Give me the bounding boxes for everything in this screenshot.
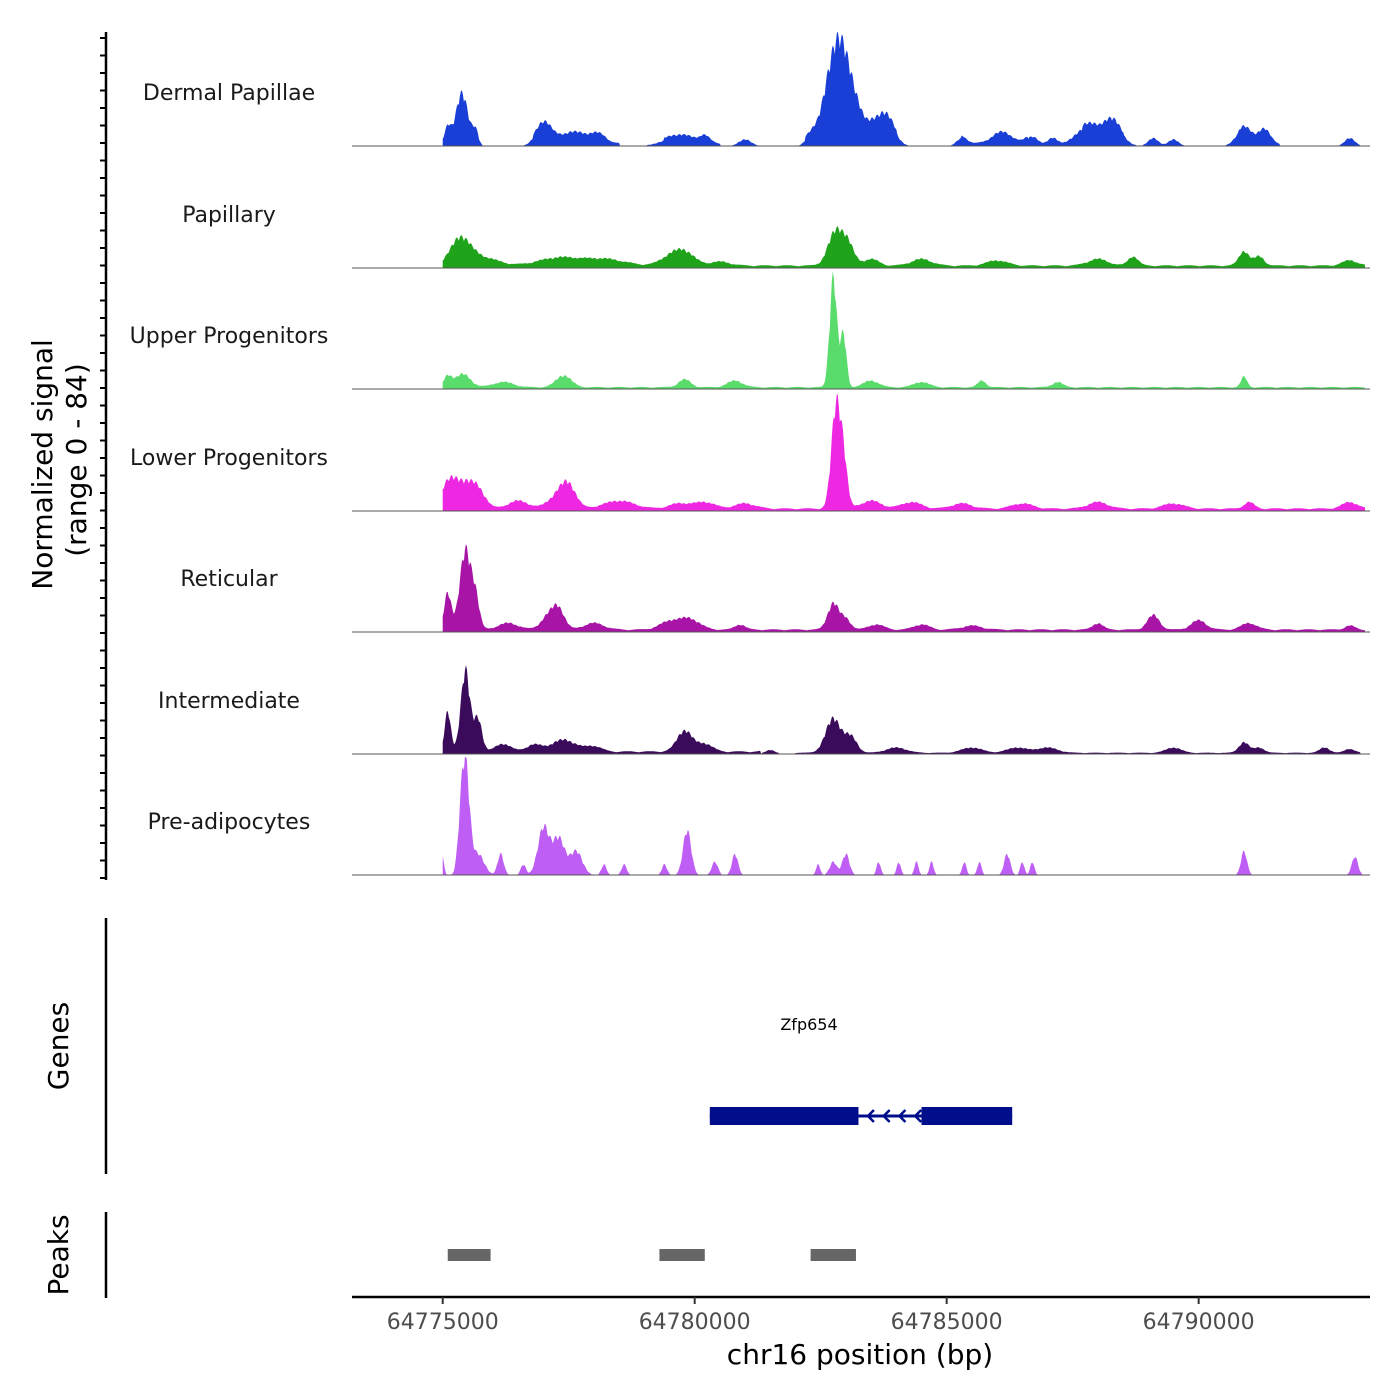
track-label: Upper Progenitors: [130, 324, 329, 349]
track-label: Dermal Papillae: [143, 81, 315, 106]
signal-y-ticks: [100, 37, 106, 879]
track-label: Intermediate: [158, 689, 300, 714]
signal-area: [442, 544, 1365, 632]
gene-label: Zfp654: [780, 1015, 837, 1034]
signal-area: [442, 271, 1365, 389]
y-axis-title-line2: (range 0 - 84): [60, 363, 93, 557]
track-reticular: Reticular: [180, 544, 1370, 633]
x-axis: 64775000 64780000 64785000 64790000: [387, 1297, 1255, 1335]
track-label: Lower Progenitors: [130, 446, 328, 471]
track-lower-progenitors: Lower Progenitors: [130, 394, 1370, 512]
peak-region: [810, 1249, 856, 1261]
track-pre-adipocytes: Pre-adipocytes: [148, 757, 1370, 876]
x-tick-label: 64790000: [1143, 1310, 1255, 1335]
x-tick-label: 64780000: [639, 1310, 751, 1335]
y-axis-title-line1: Normalized signal: [26, 339, 59, 590]
x-tick-label: 64785000: [891, 1310, 1003, 1335]
gene-zfp654: Zfp654: [709, 1015, 1013, 1125]
track-label: Reticular: [180, 567, 278, 592]
track-upper-progenitors: Upper Progenitors: [130, 271, 1370, 390]
signal-area: [442, 31, 1365, 147]
strand-arrow: [881, 1109, 891, 1123]
genes-panel: Zfp654: [709, 1015, 1013, 1125]
genes-axis-title: Genes: [42, 1002, 75, 1090]
track-label: Pre-adipocytes: [148, 810, 311, 835]
peaks-axis-title: Peaks: [42, 1214, 75, 1295]
x-tick-label: 64775000: [387, 1310, 499, 1335]
gene-exon: [921, 1107, 1013, 1125]
strand-arrow: [897, 1109, 907, 1123]
signal-area: [442, 757, 1365, 875]
gene-exon: [709, 1107, 859, 1125]
signal-area: [442, 226, 1365, 268]
signal-tracks: Dermal Papillae Papillary Upper Progenitor…: [130, 31, 1370, 876]
track-intermediate: Intermediate: [158, 665, 1370, 755]
track-dermal-papillae: Dermal Papillae: [143, 31, 1370, 147]
track-label: Papillary: [182, 203, 276, 228]
peaks-panel: [447, 1249, 856, 1261]
peak-region: [447, 1249, 491, 1261]
signal-area: [442, 394, 1365, 511]
x-axis-title: chr16 position (bp): [727, 1338, 993, 1371]
y-axis-title: Normalized signal (range 0 - 84): [26, 330, 93, 589]
strand-arrow: [913, 1109, 923, 1123]
track-papillary: Papillary: [182, 203, 1370, 269]
strand-arrow: [866, 1109, 875, 1123]
peak-region: [659, 1249, 705, 1261]
signal-area: [442, 665, 1365, 754]
